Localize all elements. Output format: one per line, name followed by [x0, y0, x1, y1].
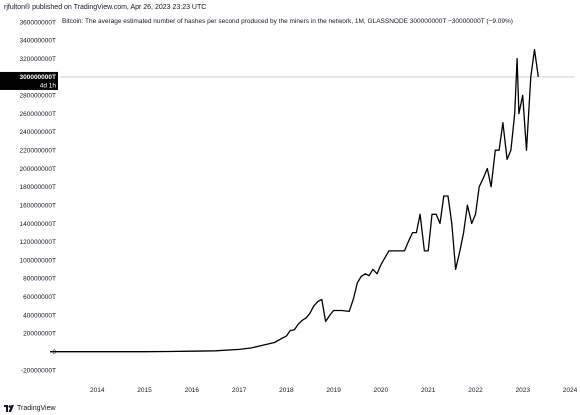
- x-tick-label: 2017: [232, 387, 247, 394]
- y-tick-label: 220000000T: [19, 148, 56, 155]
- y-tick-label: 200000000T: [19, 166, 56, 173]
- y-tick-label: 180000000T: [19, 184, 56, 191]
- x-tick-label: 2022: [468, 387, 483, 394]
- x-tick-label: 2015: [137, 387, 152, 394]
- bar-countdown-text: 4d 1h: [40, 82, 57, 89]
- y-tick-label: 360000000T: [19, 19, 56, 26]
- y-tick-label: 260000000T: [19, 111, 56, 118]
- series-line-hashrate: [50, 48, 539, 353]
- footer[interactable]: TradingView: [4, 405, 56, 412]
- y-tick-label: -20000000T: [21, 367, 56, 374]
- tradingview-logo-icon: [4, 405, 14, 412]
- x-tick-label: 2024: [563, 387, 578, 394]
- y-tick-label: 340000000T: [19, 38, 56, 45]
- y-tick-label: 0: [52, 349, 56, 356]
- x-tick-label: 2021: [421, 387, 436, 394]
- x-tick-label: 2020: [374, 387, 389, 394]
- x-tick-label: 2014: [90, 387, 105, 394]
- publisher-line: rjfulton® published on TradingView.com, …: [4, 4, 207, 11]
- y-tick-label: 20000000T: [23, 331, 56, 338]
- y-tick-label: 280000000T: [19, 93, 56, 100]
- y-tick-label: 140000000T: [19, 221, 56, 228]
- footer-brand: TradingView: [17, 405, 56, 412]
- series-legend: Bitcoin: The average estimated number of…: [62, 18, 513, 25]
- y-tick-label: 100000000T: [19, 257, 56, 264]
- x-tick-label: 2019: [326, 387, 341, 394]
- y-tick-label: 240000000T: [19, 129, 56, 136]
- x-tick-label: 2018: [279, 387, 294, 394]
- y-tick-label: 120000000T: [19, 239, 56, 246]
- y-tick-label: 60000000T: [23, 294, 56, 301]
- y-tick-label: 160000000T: [19, 202, 56, 209]
- x-tick-label: 2023: [515, 387, 530, 394]
- y-tick-label: 320000000T: [19, 56, 56, 63]
- y-tick-label: 80000000T: [23, 276, 56, 283]
- x-tick-label: 2016: [185, 387, 200, 394]
- y-tick-label: 40000000T: [23, 312, 56, 319]
- current-value-text: 300000000T: [19, 74, 56, 81]
